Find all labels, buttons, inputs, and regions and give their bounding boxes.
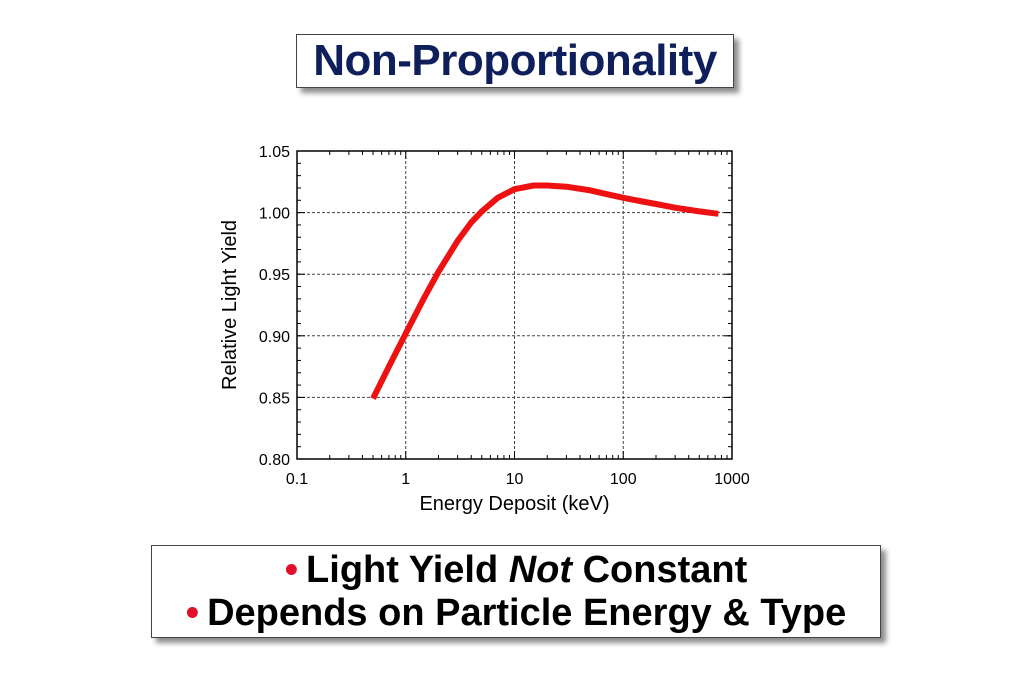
- bullet-2-text: Depends on Particle Energy & Type: [207, 591, 847, 634]
- y-axis-label: Relative Light Yield: [219, 220, 241, 390]
- bullet-1-text-post: Constant: [572, 548, 748, 591]
- y-tick-label: 1.00: [259, 206, 290, 223]
- title-box: Non-Proportionality: [296, 34, 734, 88]
- bullet-dot-1: •: [284, 548, 299, 591]
- bullet-box: • Light Yield Not Constant • Depends on Pa…: [151, 545, 881, 638]
- bullet-line-2: • Depends on Particle Energy & Type: [186, 592, 846, 635]
- x-axis-label: Energy Deposit (keV): [419, 493, 609, 515]
- bullet-1-text-pre: Light Yield: [306, 548, 509, 591]
- y-tick-label: 0.80: [259, 452, 290, 469]
- light-yield-chart: 0.1 1 10 100 1000 0.80 0.85 0.90 0.95 1.00 1.05 Ene…: [219, 144, 750, 515]
- x-tick-label: 1: [401, 471, 410, 488]
- x-tick-label: 100: [610, 471, 637, 488]
- plot-frame: [296, 150, 733, 460]
- y-tick-label: 0.95: [259, 267, 290, 284]
- y-tick-label: 1.05: [259, 144, 290, 161]
- x-tick-label: 10: [506, 471, 524, 488]
- x-tick-label: 0.1: [286, 471, 308, 488]
- bullet-1-text-em: Not: [508, 548, 573, 591]
- slide-title: Non-Proportionality: [313, 36, 717, 85]
- bullet-dot-2: •: [185, 591, 200, 634]
- light-yield-curve: [370, 182, 719, 400]
- x-tick-label: 1000: [714, 471, 750, 488]
- y-tick-label: 0.85: [259, 390, 290, 407]
- y-tick-label: 0.90: [259, 329, 290, 346]
- bullet-line-1: • Light Yield Not Constant: [285, 549, 748, 592]
